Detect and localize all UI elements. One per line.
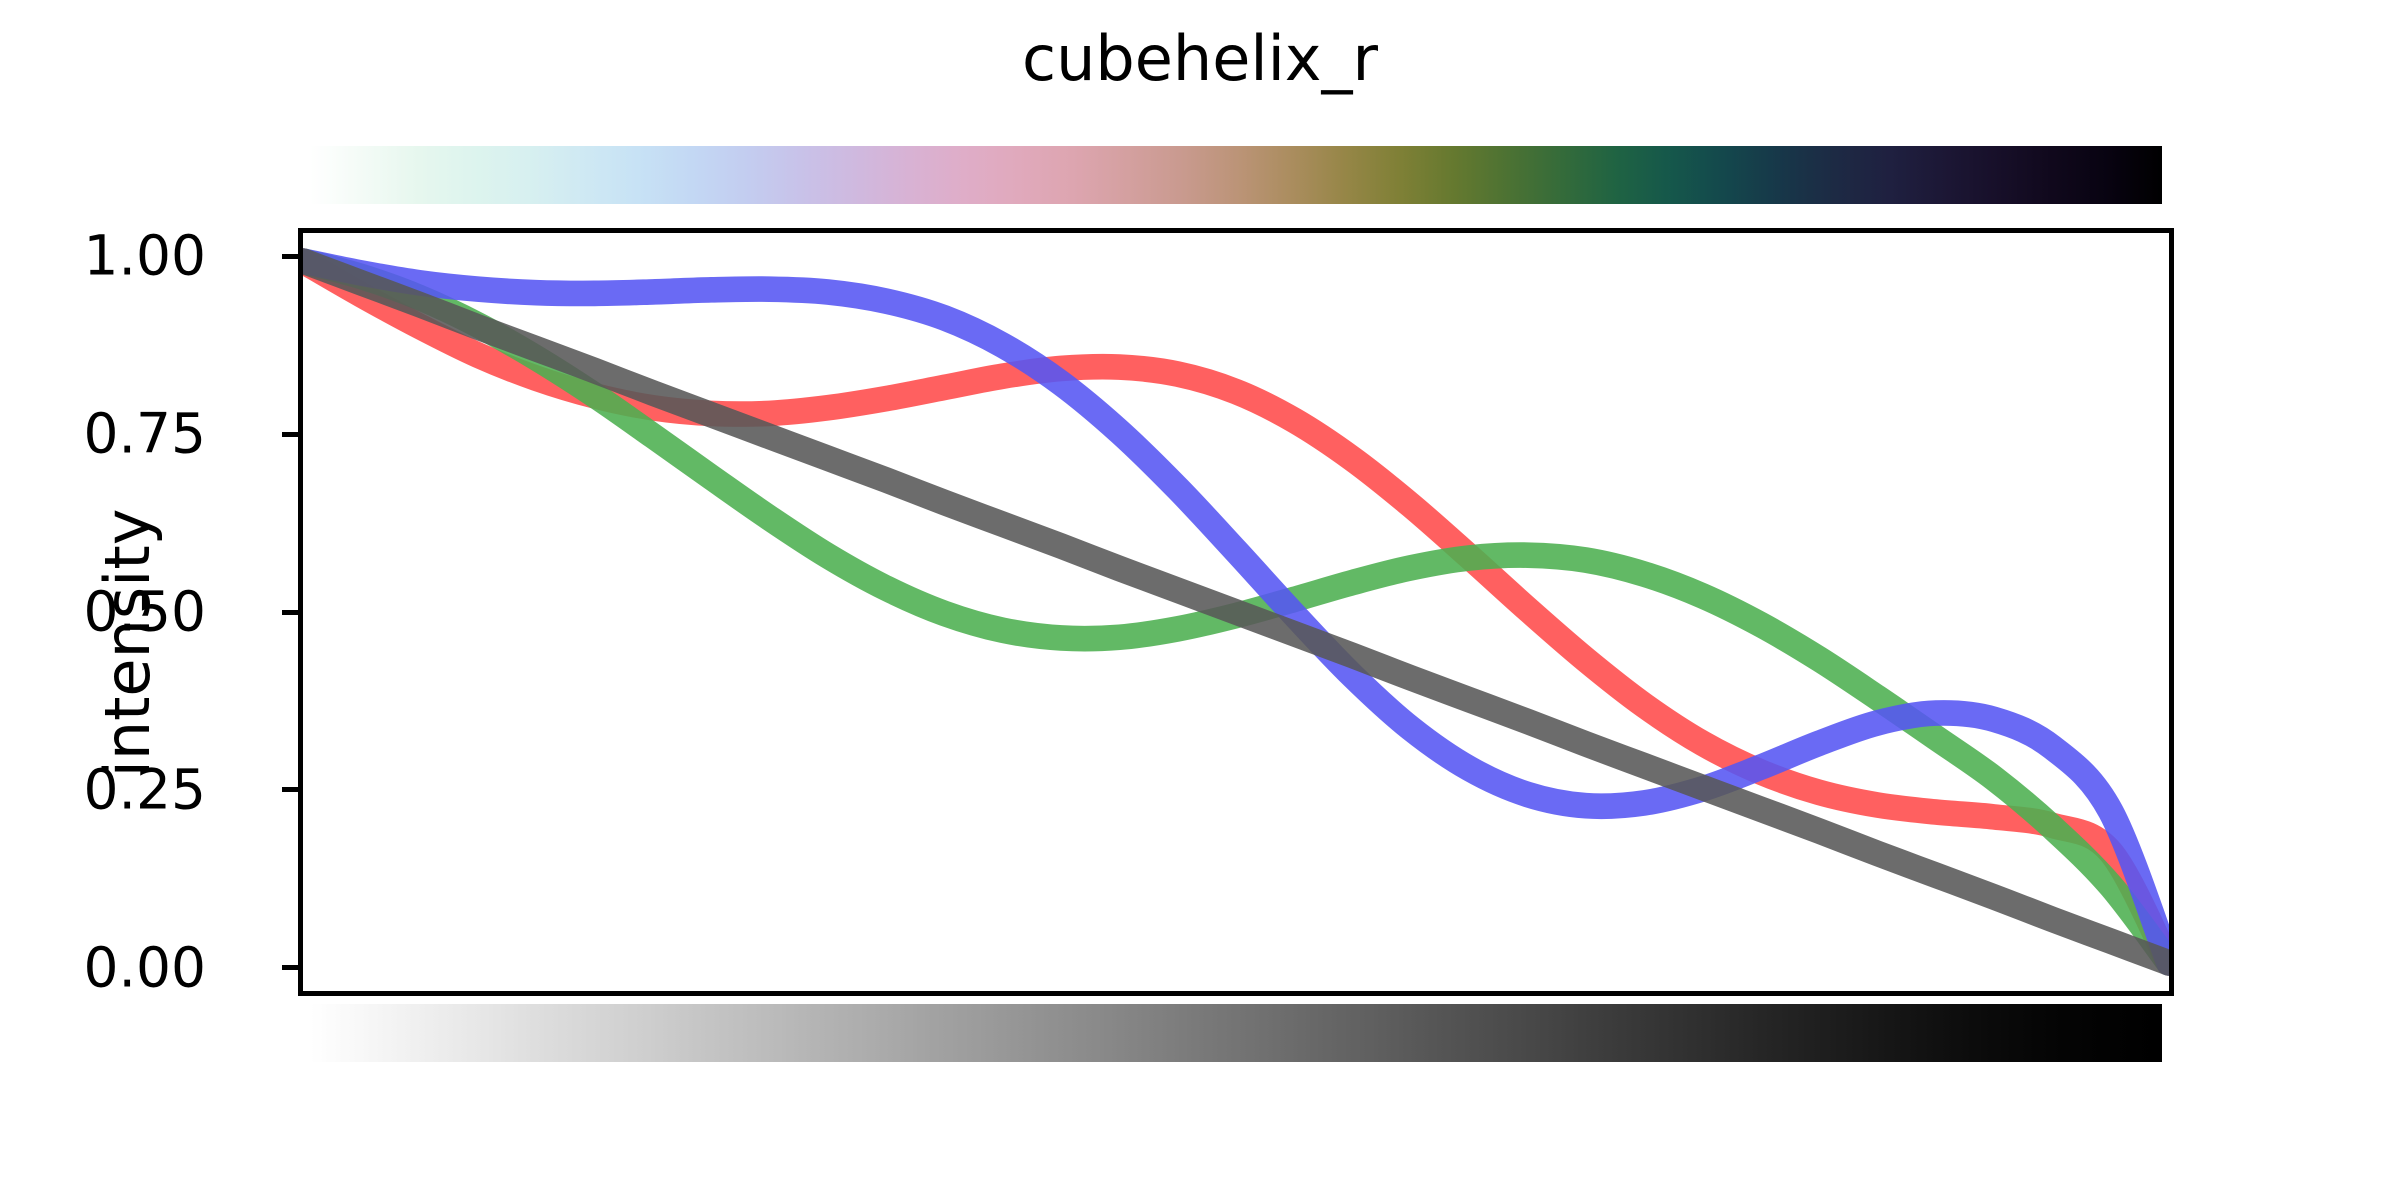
y-tick-label: 1.00 bbox=[83, 223, 206, 288]
y-tick-label: 0.25 bbox=[83, 757, 206, 822]
y-tick-mark bbox=[282, 965, 299, 971]
grayscale-colorbar bbox=[310, 1004, 2162, 1062]
y-tick-mark bbox=[282, 787, 299, 793]
plot-area bbox=[303, 233, 2169, 991]
plot-axes bbox=[298, 228, 2174, 996]
y-tick-label: 0.50 bbox=[83, 579, 206, 644]
y-tick-label: 0.00 bbox=[83, 935, 206, 1000]
curve-lightness bbox=[303, 248, 2169, 976]
rgb-intensity-curves bbox=[303, 248, 2169, 976]
y-tick-mark bbox=[282, 609, 299, 615]
cubehelix-colorbar bbox=[310, 146, 2162, 204]
y-tick-mark bbox=[282, 431, 299, 437]
y-tick-label: 0.75 bbox=[83, 401, 206, 466]
page-title: cubehelix_r bbox=[1022, 22, 1378, 95]
y-tick-mark bbox=[282, 253, 299, 259]
curve-blue bbox=[303, 248, 2169, 976]
